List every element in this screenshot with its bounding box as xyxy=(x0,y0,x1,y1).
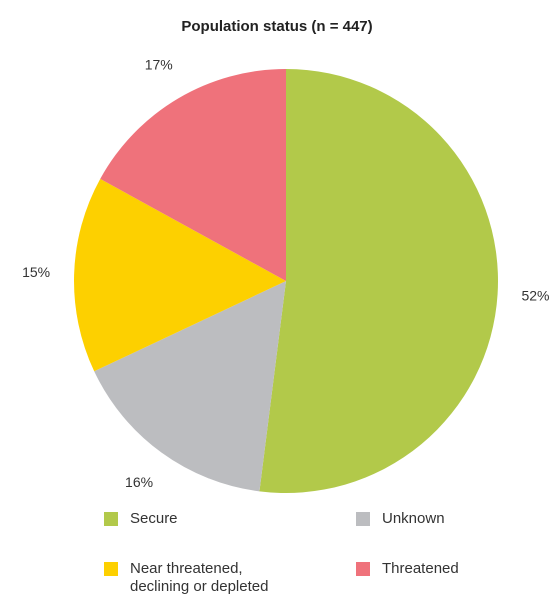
legend-swatch-near-threatened xyxy=(104,562,118,576)
legend-label-unknown: Unknown xyxy=(382,510,445,527)
slice-label-secure: 52% xyxy=(521,287,549,303)
legend-label-threatened: Threatened xyxy=(382,560,459,577)
legend-item-near-threatened: Near threatened, declining or depleted xyxy=(104,560,268,596)
legend-swatch-threatened xyxy=(356,562,370,576)
pie-slice-threatened xyxy=(100,69,286,281)
legend-item-unknown: Unknown xyxy=(356,510,445,528)
pie-slice-secure xyxy=(259,69,498,493)
pie-slice-unknown xyxy=(94,281,286,492)
legend-swatch-secure xyxy=(104,512,118,526)
pie-slice-near-threatened xyxy=(74,178,287,372)
chart-title: Population status (n = 447) xyxy=(181,18,373,35)
slice-label-near-threatened: 15% xyxy=(22,264,50,280)
legend-label-secure: Secure xyxy=(130,510,178,527)
slice-label-threatened: 17% xyxy=(145,57,173,73)
pie-chart: 52% 16% 15% 17% xyxy=(22,57,550,493)
legend-item-threatened: Threatened xyxy=(356,560,459,578)
legend-label-near-threatened: Near threatened, declining or depleted xyxy=(130,560,269,595)
legend-swatch-unknown xyxy=(356,512,370,526)
slice-label-unknown: 16% xyxy=(125,474,153,490)
legend-item-secure: Secure xyxy=(104,510,178,528)
